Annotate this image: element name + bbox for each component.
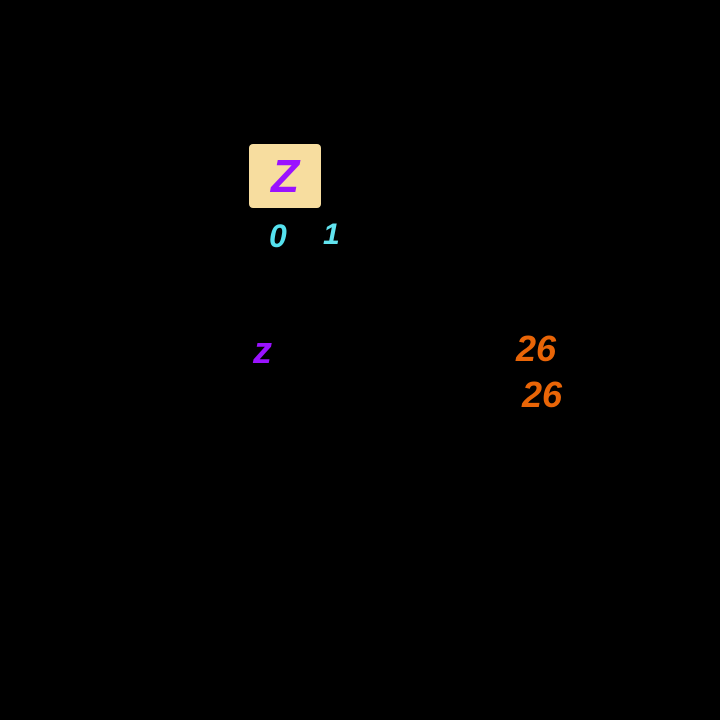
sticky-note: Z <box>249 144 321 208</box>
label-letter-z: z <box>253 330 272 373</box>
sticky-note-glyph: Z <box>271 149 299 203</box>
label-num-26-b: 26 <box>522 374 562 416</box>
label-digit-zero: 0 <box>269 218 287 255</box>
label-num-26-a: 26 <box>516 328 556 370</box>
label-digit-one: 1 <box>323 218 340 252</box>
diagram-canvas: Z 0 1 z 26 26 <box>0 0 720 720</box>
